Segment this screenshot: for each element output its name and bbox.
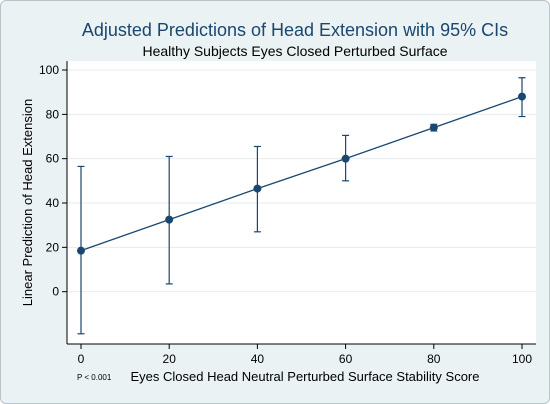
series [77,77,526,335]
y-tick-label: 80 [46,107,60,121]
x-tick-label: 40 [251,352,265,366]
data-point [165,215,174,224]
x-tick-label: 100 [512,352,532,366]
y-tick-label: 40 [46,196,60,210]
x-axis-label: Eyes Closed Head Neutral Perturbed Surfa… [130,369,479,384]
chart-subtitle: Healthy Subjects Eyes Closed Perturbed S… [142,43,447,59]
y-axis-label: Linear Prediction of Head Extension [20,99,35,306]
y-tick-label: 60 [46,152,60,166]
x-tick-label: 20 [163,352,177,366]
p-value-note: P < 0.001 [77,373,112,382]
data-point [77,246,85,255]
chart-title: Adjusted Predictions of Head Extension w… [82,20,508,40]
x-tick-label: 0 [78,352,85,366]
grid [67,69,536,293]
y-tick-label: 0 [52,285,59,299]
data-point [341,154,350,163]
data-point [429,123,438,132]
y-tick-label: 100 [39,63,59,77]
data-point [518,92,526,101]
series-line [80,95,523,252]
data-point [253,184,262,193]
x-tick-label: 60 [339,352,353,366]
y-tick-label: 20 [46,240,60,254]
x-tick-label: 80 [427,352,441,366]
axes: 0 20 40 60 80 100 0 20 40 60 80 100 [39,61,536,366]
